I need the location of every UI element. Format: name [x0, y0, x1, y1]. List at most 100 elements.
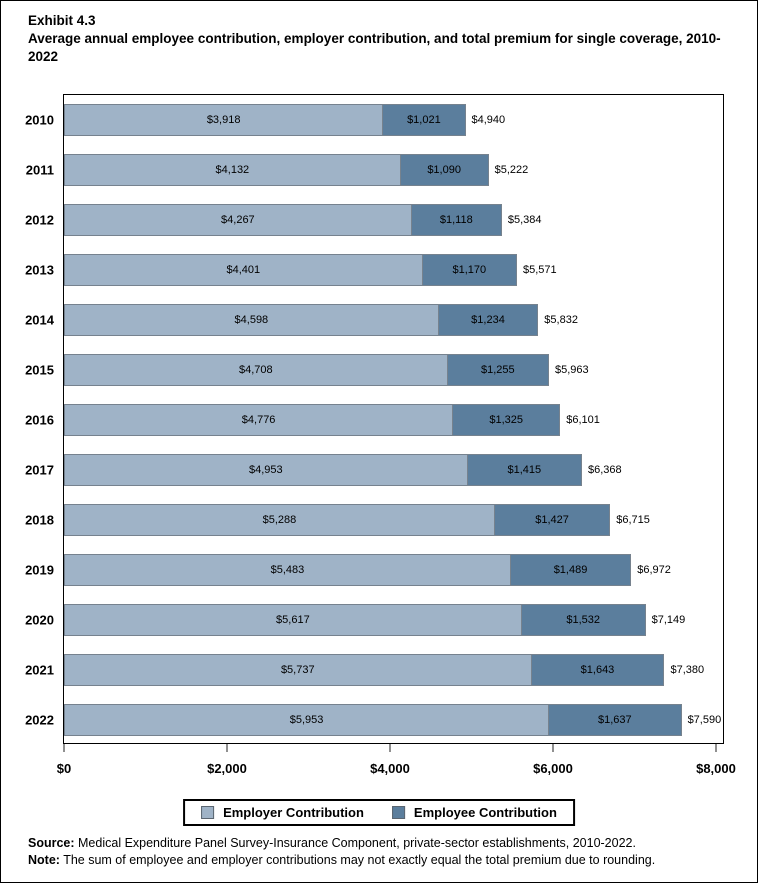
- legend-label-employer: Employer Contribution: [223, 805, 364, 820]
- employer-contribution-segment: $3,918: [64, 104, 384, 136]
- employee-value-label: $1,489: [553, 564, 588, 576]
- employer-contribution-segment: $4,401: [64, 254, 423, 286]
- employer-contribution-segment: $5,483: [64, 554, 511, 586]
- employee-contribution-segment: $1,170: [421, 254, 517, 286]
- x-axis-tick: [389, 744, 391, 752]
- exhibit-number: Exhibit 4.3: [28, 13, 96, 28]
- bar-row-2022: 2022 $5,953 $1,637 $7,590: [25, 695, 723, 745]
- year-label: 2020: [25, 612, 54, 628]
- employer-contribution-segment: $4,598: [64, 304, 439, 336]
- employer-contribution-segment: $5,737: [64, 654, 532, 686]
- employee-contribution-segment: $1,325: [452, 404, 561, 436]
- stacked-bar: $5,288 $1,427: [64, 504, 611, 536]
- x-axis-tick-label: $4,000: [370, 761, 410, 776]
- year-label: 2014: [25, 312, 54, 328]
- employer-value-label: $4,401: [226, 264, 261, 276]
- employer-value-label: $5,483: [270, 564, 305, 576]
- employee-value-label: $1,234: [471, 314, 505, 326]
- employer-contribution-segment: $5,288: [64, 504, 495, 536]
- year-label: 2012: [25, 212, 54, 228]
- employee-contribution-segment: $1,489: [509, 554, 632, 586]
- employee-value-label: $1,170: [452, 264, 487, 276]
- bar-row-2016: 2016 $4,776 $1,325 $6,101: [25, 395, 723, 445]
- employer-value-label: $5,617: [276, 614, 310, 626]
- legend-item-employee: Employee Contribution: [391, 805, 557, 820]
- employer-value-label: $3,918: [206, 114, 241, 126]
- legend-swatch-employer: [201, 806, 215, 819]
- employee-contribution-segment: $1,090: [399, 154, 489, 186]
- bar-row-2020: 2020 $5,617 $1,532 $7,149: [25, 595, 723, 645]
- employer-value-label: $4,598: [234, 314, 269, 326]
- total-premium-label: $6,972: [637, 564, 671, 576]
- employee-value-label: $1,427: [535, 514, 569, 526]
- note-label: Note:: [28, 853, 60, 867]
- bar-row-2010: 2010 $3,918 $1,021 $4,940: [25, 95, 723, 145]
- bar-row-2019: 2019 $5,483 $1,489 $6,972: [25, 545, 723, 595]
- x-axis-tick: [715, 744, 717, 752]
- source-text: Medical Expenditure Panel Survey-Insuran…: [74, 836, 636, 850]
- employee-contribution-segment: $1,415: [466, 454, 582, 486]
- plot-area: 2010 $3,918 $1,021 $4,940 2011 $4,132 $1,090 $5…: [25, 94, 736, 776]
- employee-value-label: $1,637: [598, 714, 632, 726]
- bar-row-2013: 2013 $4,401 $1,170 $5,571: [25, 245, 723, 295]
- year-label: 2015: [25, 362, 54, 378]
- bar-row-2011: 2011 $4,132 $1,090 $5,222: [26, 145, 723, 195]
- rounding-note: Note: The sum of employee and employer c…: [28, 852, 745, 869]
- stacked-bar: $4,708 $1,255: [64, 354, 550, 386]
- employer-value-label: $5,953: [289, 714, 324, 726]
- employee-value-label: $1,532: [566, 614, 601, 626]
- year-label: 2013: [25, 262, 54, 278]
- total-premium-label: $5,963: [554, 364, 589, 376]
- employee-contribution-segment: $1,021: [382, 104, 466, 136]
- x-axis-tick: [226, 744, 228, 752]
- employer-value-label: $5,288: [262, 514, 297, 526]
- source-note: Source: Medical Expenditure Panel Survey…: [28, 835, 745, 852]
- employer-contribution-segment: $4,132: [64, 154, 401, 186]
- total-premium-label: $5,222: [494, 164, 529, 176]
- employee-value-label: $1,643: [580, 664, 615, 676]
- total-premium-label: $4,940: [471, 114, 506, 126]
- year-label: 2018: [25, 512, 54, 528]
- bar-row-2018: 2018 $5,288 $1,427 $6,715: [25, 495, 723, 545]
- employer-value-label: $4,953: [249, 464, 283, 476]
- stacked-bar: $5,617 $1,532: [64, 604, 647, 636]
- legend-swatch-employee: [391, 806, 405, 819]
- x-axis-tick-label: $6,000: [533, 761, 573, 776]
- stacked-bar: $4,132 $1,090: [64, 154, 490, 186]
- stacked-bar: $5,953 $1,637: [64, 704, 683, 736]
- year-label: 2019: [25, 562, 54, 578]
- year-label: 2021: [25, 662, 54, 678]
- year-label: 2016: [25, 412, 54, 428]
- employee-contribution-segment: $1,637: [548, 704, 682, 736]
- total-premium-label: $7,590: [687, 714, 722, 726]
- year-label: 2010: [25, 112, 54, 128]
- stacked-bar: $5,483 $1,489: [64, 554, 632, 586]
- bar-row-2017: 2017 $4,953 $1,415 $6,368: [25, 445, 723, 495]
- employer-contribution-segment: $5,617: [64, 604, 522, 636]
- chart-title: Exhibit 4.3 Average annual employee cont…: [28, 12, 723, 66]
- bar-row-2014: 2014 $4,598 $1,234 $5,832: [25, 295, 723, 345]
- employee-value-label: $1,325: [489, 414, 524, 426]
- stacked-bar: $5,737 $1,643: [64, 654, 665, 686]
- stacked-bar: $4,776 $1,325: [64, 404, 561, 436]
- employee-value-label: $1,090: [427, 164, 461, 176]
- note-text: The sum of employee and employer contrib…: [59, 853, 656, 867]
- stacked-bar: $4,401 $1,170: [64, 254, 518, 286]
- footnotes: Source: Medical Expenditure Panel Survey…: [28, 835, 745, 869]
- x-axis-tick: [552, 744, 554, 752]
- x-axis-tick-label: $8,000: [696, 761, 736, 776]
- total-premium-label: $7,380: [670, 664, 705, 676]
- stacked-bar: $4,598 $1,234: [64, 304, 539, 336]
- employee-contribution-segment: $1,255: [446, 354, 549, 386]
- employee-value-label: $1,021: [407, 114, 441, 126]
- employer-value-label: $4,776: [241, 414, 276, 426]
- total-premium-label: $7,149: [651, 614, 686, 626]
- employee-contribution-segment: $1,427: [493, 504, 611, 536]
- source-label: Source:: [28, 836, 75, 850]
- employee-contribution-segment: $1,118: [410, 204, 502, 236]
- employer-value-label: $4,708: [239, 364, 273, 376]
- legend-label-employee: Employee Contribution: [413, 805, 557, 820]
- employee-value-label: $1,118: [439, 214, 473, 226]
- bar-row-2012: 2012 $4,267 $1,118 $5,384: [25, 195, 723, 245]
